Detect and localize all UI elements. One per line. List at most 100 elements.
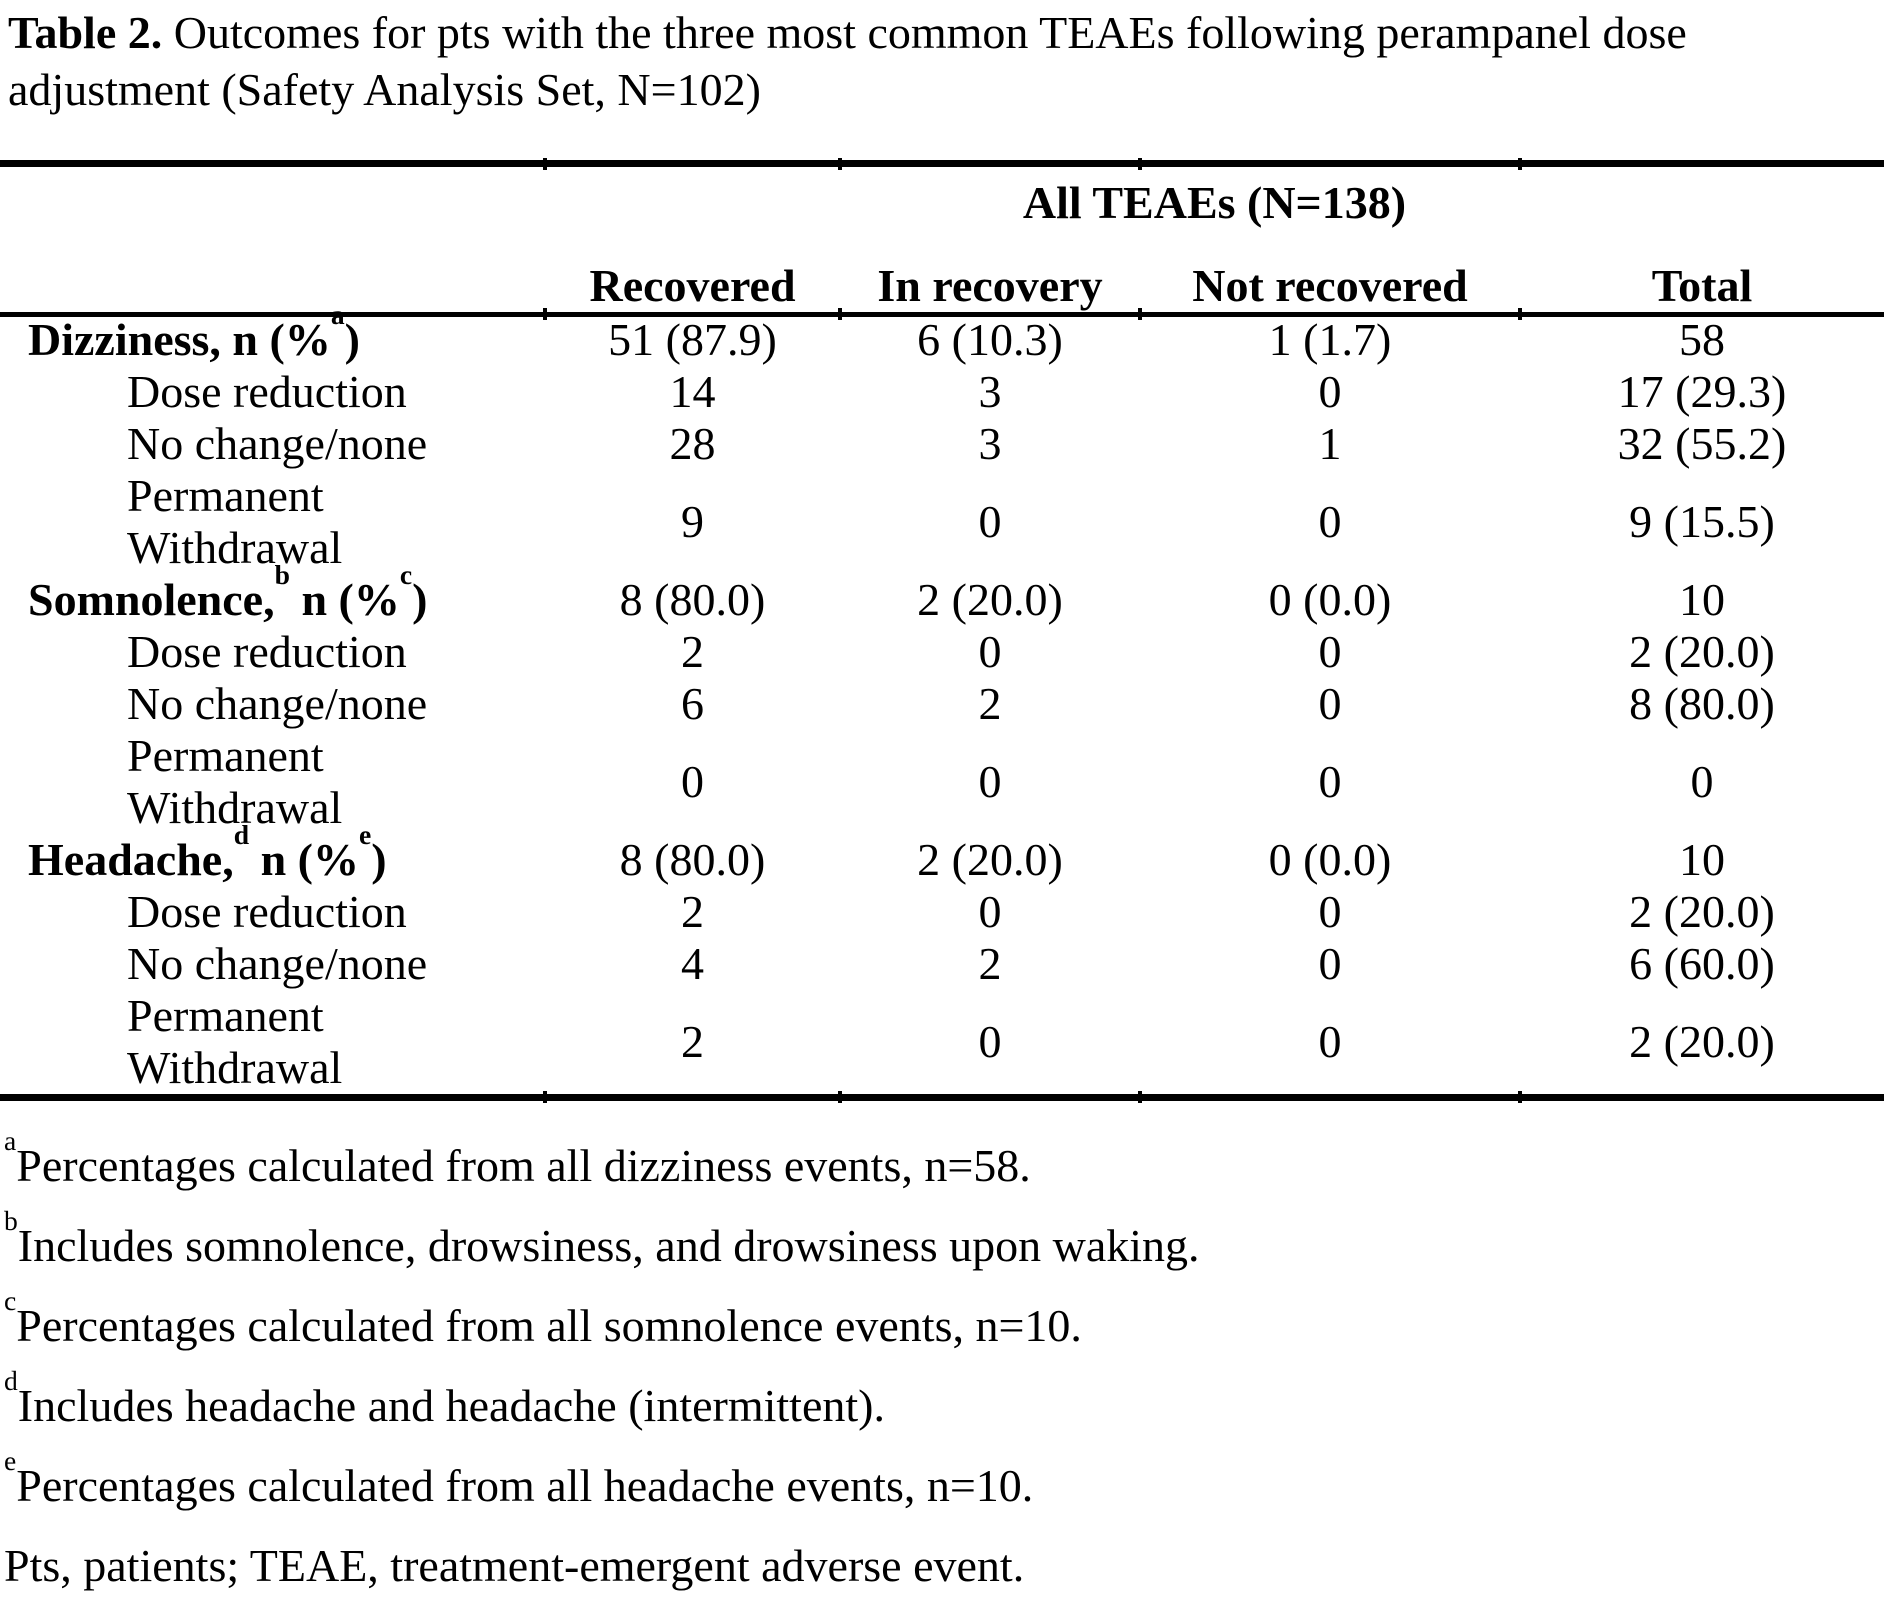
row-label-text: No change/none (127, 678, 428, 729)
table-row: Dizziness, n (%a) 51 (87.9) 6 (10.3) 1 (… (0, 300, 1884, 366)
row-label: Dose reduction (0, 886, 545, 938)
cell-recovered: 8 (80.0) (619, 834, 766, 885)
footnotes: aPercentages calculated from all dizzine… (4, 1126, 1876, 1601)
cell-total: 10 (1679, 574, 1725, 625)
table-row: Permanent Withdrawal 2 0 0 2 (20.0) (0, 990, 1884, 1094)
superscript-marker: c (399, 558, 413, 590)
cell-recovered: 2 (681, 1016, 704, 1067)
row-label-text: Permanent (127, 470, 324, 521)
table-head: All TEAEs (N=138) Recovered In recovery … (0, 167, 1884, 314)
cell-not-recovered: 0 (1318, 938, 1342, 989)
cell-not-recovered: 1 (1318, 418, 1342, 469)
cell-recovered: 28 (669, 418, 716, 469)
cell-total: 2 (20.0) (1629, 626, 1775, 677)
row-label-text: No change/none (127, 418, 428, 469)
caption-text-line2: adjustment (Safety Analysis Set, N=102) (8, 64, 761, 115)
cell-total: 17 (29.3) (1617, 366, 1787, 417)
row-label-header (0, 237, 545, 314)
row-label: Headache,d n (%e) (0, 820, 545, 886)
row-label: Dose reduction (0, 366, 545, 418)
column-tick (838, 158, 842, 170)
superscript-marker: a (330, 298, 345, 330)
superscript-marker: e (358, 818, 372, 850)
table-row: No change/none 28 3 1 32 (55.2) (0, 418, 1884, 470)
cell-recovered: 14 (669, 366, 716, 417)
footnote: dIncludes headache and headache (intermi… (4, 1366, 1876, 1432)
table-number-label: Table 2. (8, 7, 163, 58)
span-header-row: All TEAEs (N=138) (0, 167, 1884, 237)
cell-not-recovered: 0 (1318, 496, 1342, 547)
footnote-text: Includes headache and headache (intermit… (17, 1380, 885, 1431)
cell-in-recovery: 2 (20.0) (917, 574, 1063, 625)
footnote: cPercentages calculated from all somnole… (4, 1286, 1876, 1352)
table-body: Dizziness, n (%a) 51 (87.9) 6 (10.3) 1 (… (0, 300, 1884, 1094)
row-label-text: Dose reduction (127, 626, 407, 677)
footnote-marker: d (4, 1364, 18, 1396)
row-label-text: No change/none (127, 938, 428, 989)
footnote-text: Percentages calculated from all headache… (16, 1460, 1034, 1511)
span-header: All TEAEs (N=138) (1022, 176, 1407, 228)
row-label: Permanent Withdrawal (0, 470, 545, 574)
row-label-text: Somnolence,b n (%c) (28, 558, 428, 625)
footnote-text: Includes somnolence, drowsiness, and dro… (17, 1220, 1200, 1271)
cell-total: 10 (1679, 834, 1725, 885)
row-label: Permanent Withdrawal (0, 990, 545, 1094)
cell-in-recovery: 0 (978, 756, 1002, 807)
column-tick (543, 1091, 547, 1103)
cell-in-recovery: 3 (978, 418, 1002, 469)
row-label: Dizziness, n (%a) (0, 300, 545, 366)
row-label-line2: Withdrawal (127, 782, 343, 833)
cell-total: 0 (1690, 756, 1714, 807)
cell-total: 32 (55.2) (1617, 418, 1787, 469)
row-label-text: Dose reduction (127, 366, 407, 417)
footnote-marker: b (4, 1204, 18, 1236)
column-tick (1138, 308, 1142, 320)
table-row: No change/none 6 2 0 8 (80.0) (0, 678, 1884, 730)
cell-not-recovered: 0 (1318, 366, 1342, 417)
column-tick (1138, 158, 1142, 170)
footnote-marker: e (4, 1444, 17, 1476)
outcomes-table: All TEAEs (N=138) Recovered In recovery … (0, 167, 1884, 1094)
column-header-in-recovery: In recovery (877, 260, 1103, 311)
cell-in-recovery: 2 (978, 938, 1002, 989)
column-header-recovered: Recovered (589, 260, 796, 311)
row-label-line2: Withdrawal (127, 522, 343, 573)
row-label: Somnolence,b n (%c) (0, 558, 545, 626)
cell-recovered: 2 (681, 886, 704, 937)
cell-not-recovered: 0 (1318, 1016, 1342, 1067)
cell-not-recovered: 0 (1318, 886, 1342, 937)
table-bottom-rule (0, 1094, 1884, 1101)
cell-in-recovery: 3 (978, 366, 1002, 417)
row-label-line2: Withdrawal (127, 1042, 343, 1093)
cell-not-recovered: 0 (0.0) (1268, 834, 1392, 885)
table-header-rule (0, 312, 1884, 317)
row-label: Dose reduction (0, 626, 545, 678)
footnote: aPercentages calculated from all dizzine… (4, 1126, 1876, 1192)
table-row: Dose reduction 2 0 0 2 (20.0) (0, 626, 1884, 678)
table-row: Headache,d n (%e) 8 (80.0) 2 (20.0) 0 (0… (0, 820, 1884, 886)
cell-not-recovered: 0 (1318, 678, 1342, 729)
row-label: Permanent Withdrawal (0, 730, 545, 834)
table-top-rule (0, 160, 1884, 167)
cell-total: 2 (20.0) (1629, 1016, 1775, 1067)
cell-not-recovered: 0 (1318, 756, 1342, 807)
table-row: Permanent Withdrawal 9 0 0 9 (15.5) (0, 470, 1884, 574)
column-tick (838, 308, 842, 320)
cell-in-recovery: 2 (978, 678, 1002, 729)
cell-total: 6 (60.0) (1629, 938, 1775, 989)
column-header-row: Recovered In recovery Not recovered Tota… (0, 237, 1884, 314)
cell-not-recovered: 1 (1.7) (1268, 314, 1392, 365)
row-label-text: Dose reduction (127, 886, 407, 937)
column-tick (543, 158, 547, 170)
table-row: No change/none 4 2 0 6 (60.0) (0, 938, 1884, 990)
cell-total: 8 (80.0) (1629, 678, 1775, 729)
cell-total: 9 (15.5) (1629, 496, 1775, 547)
column-tick (1138, 1091, 1142, 1103)
cell-in-recovery: 0 (978, 886, 1002, 937)
column-header-total: Total (1651, 260, 1753, 311)
column-header-not-recovered: Not recovered (1192, 260, 1468, 311)
cell-in-recovery: 0 (978, 496, 1002, 547)
caption-line-1: Table 2. Outcomes for pts with the three… (8, 7, 1687, 58)
cell-recovered: 4 (681, 938, 704, 989)
